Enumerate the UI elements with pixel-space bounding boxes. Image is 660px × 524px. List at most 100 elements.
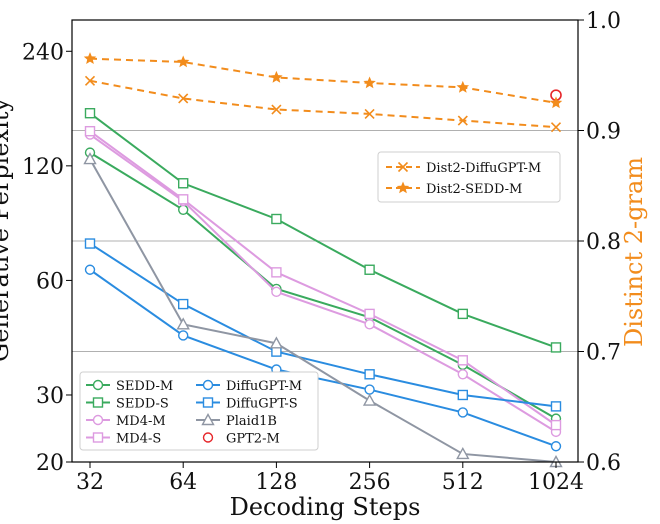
data-point [177, 298, 189, 310]
data-point [364, 319, 375, 330]
legend-item-label: DiffuGPT-M [226, 379, 302, 394]
data-point [271, 286, 282, 298]
data-point [177, 194, 189, 205]
data-point-stroke [271, 104, 282, 115]
data-point [177, 204, 189, 215]
data-point [457, 308, 468, 320]
data-point [457, 369, 468, 380]
data-point [364, 369, 375, 380]
data-point [269, 336, 284, 349]
legend-item: Dist2-DiffuGPT-M [386, 161, 541, 176]
series-line [89, 57, 557, 104]
x-axis-label: Decoding Steps [230, 493, 421, 521]
data-point-stroke [178, 93, 189, 104]
series-md4-s [84, 125, 562, 431]
data-point [83, 152, 97, 165]
data-point [396, 181, 410, 194]
right-y-tick-label: 0.9 [586, 120, 621, 145]
grid-layer [72, 130, 578, 352]
data-point-stroke [364, 108, 375, 119]
series-line [89, 79, 557, 129]
legend-item: SEDD-S [86, 397, 169, 412]
data-point [549, 96, 563, 109]
legend-item-label: Dist2-SEDD-M [426, 182, 522, 197]
series-line [89, 151, 557, 420]
series-layer [83, 52, 563, 468]
data-point [550, 342, 562, 353]
legend-item-label: DiffuGPT-S [226, 397, 298, 412]
series-dist2-diffugpt-m [84, 75, 562, 133]
legend-item: MD4-M [86, 414, 166, 429]
right-y-axis-label: Distinct 2-gram [620, 157, 648, 347]
series-sedd-s [84, 108, 562, 353]
series-diffugpt-m [84, 264, 562, 452]
data-point [271, 213, 282, 225]
data-point [457, 115, 468, 126]
left-y-axis-label: Generative Perplexity [0, 98, 14, 362]
right-y-tick-label: 0.7 [586, 341, 621, 366]
data-point [202, 397, 214, 408]
data-point [178, 93, 189, 104]
series-line [89, 242, 557, 408]
data-point [84, 238, 96, 249]
legend-item-label: MD4-S [116, 432, 161, 447]
x-tick-label: 128 [255, 470, 297, 495]
legend-item-label: Dist2-DiffuGPT-M [426, 161, 541, 176]
data-point [270, 70, 283, 83]
data-point [176, 317, 190, 330]
legend-layer: Dist2-DiffuGPT-M Dist2-SEDD-M SEDD-M DiffuG… [79, 151, 561, 451]
series-dist2-sedd-m [83, 52, 563, 109]
data-point [202, 379, 214, 391]
legend-box [79, 371, 319, 451]
data-point [92, 432, 104, 443]
legend-item: MD4-S [86, 432, 161, 447]
legend-item: SEDD-M [86, 379, 173, 394]
axes-layer: 32 64 128 256 512 1024 20 30 60 120 240 0.6 0.7 0.8 0.… [22, 9, 621, 495]
x-tick-label: 32 [76, 470, 104, 495]
data-point [364, 108, 375, 119]
data-point [271, 267, 282, 278]
data-point [457, 355, 468, 366]
legend-item-label: MD4-M [116, 414, 166, 429]
left-y-tick-label: 30 [36, 384, 64, 409]
data-point [177, 330, 189, 341]
series-line [89, 158, 557, 463]
x-tick-label: 1024 [528, 470, 584, 495]
left-y-tick-label: 60 [36, 269, 64, 294]
legend-item: Plaid1B [196, 413, 277, 429]
series-line [89, 268, 557, 448]
data-point [456, 80, 470, 93]
series-line [89, 133, 557, 433]
x-tick-label: 512 [442, 470, 484, 495]
legend-perplexity: SEDD-M DiffuGPT-M SEDD-S DiffuGPT-S MD4-M Pla… [79, 371, 319, 451]
legend-item: Dist2-SEDD-M [386, 181, 522, 197]
left-y-tick-label: 20 [36, 451, 64, 476]
data-point [177, 178, 189, 189]
legend-item: DiffuGPT-S [196, 397, 298, 412]
x-tick-label: 64 [169, 470, 197, 495]
legend-distinct-2gram: Dist2-DiffuGPT-M Dist2-SEDD-M [377, 151, 561, 203]
left-y-tick-label: 240 [22, 40, 64, 65]
legend-item: GPT2-M [202, 432, 280, 447]
data-point [83, 52, 97, 64]
data-point [457, 389, 468, 401]
data-point [456, 446, 470, 460]
data-point [363, 76, 376, 89]
data-point [362, 393, 377, 406]
data-point [397, 161, 409, 173]
legend-box [377, 151, 561, 203]
legend-item-label: SEDD-S [116, 397, 169, 412]
data-point [271, 104, 282, 115]
data-point [84, 125, 96, 137]
legend-item: DiffuGPT-M [196, 379, 302, 394]
data-point [550, 401, 562, 412]
data-point [84, 75, 96, 86]
series-line [89, 112, 557, 349]
x-tick-label: 256 [349, 470, 391, 495]
legend-item-label: SEDD-M [116, 379, 173, 394]
data-point-stroke [397, 161, 409, 173]
data-point [92, 379, 104, 391]
data-point [202, 432, 214, 443]
data-point [92, 414, 104, 426]
